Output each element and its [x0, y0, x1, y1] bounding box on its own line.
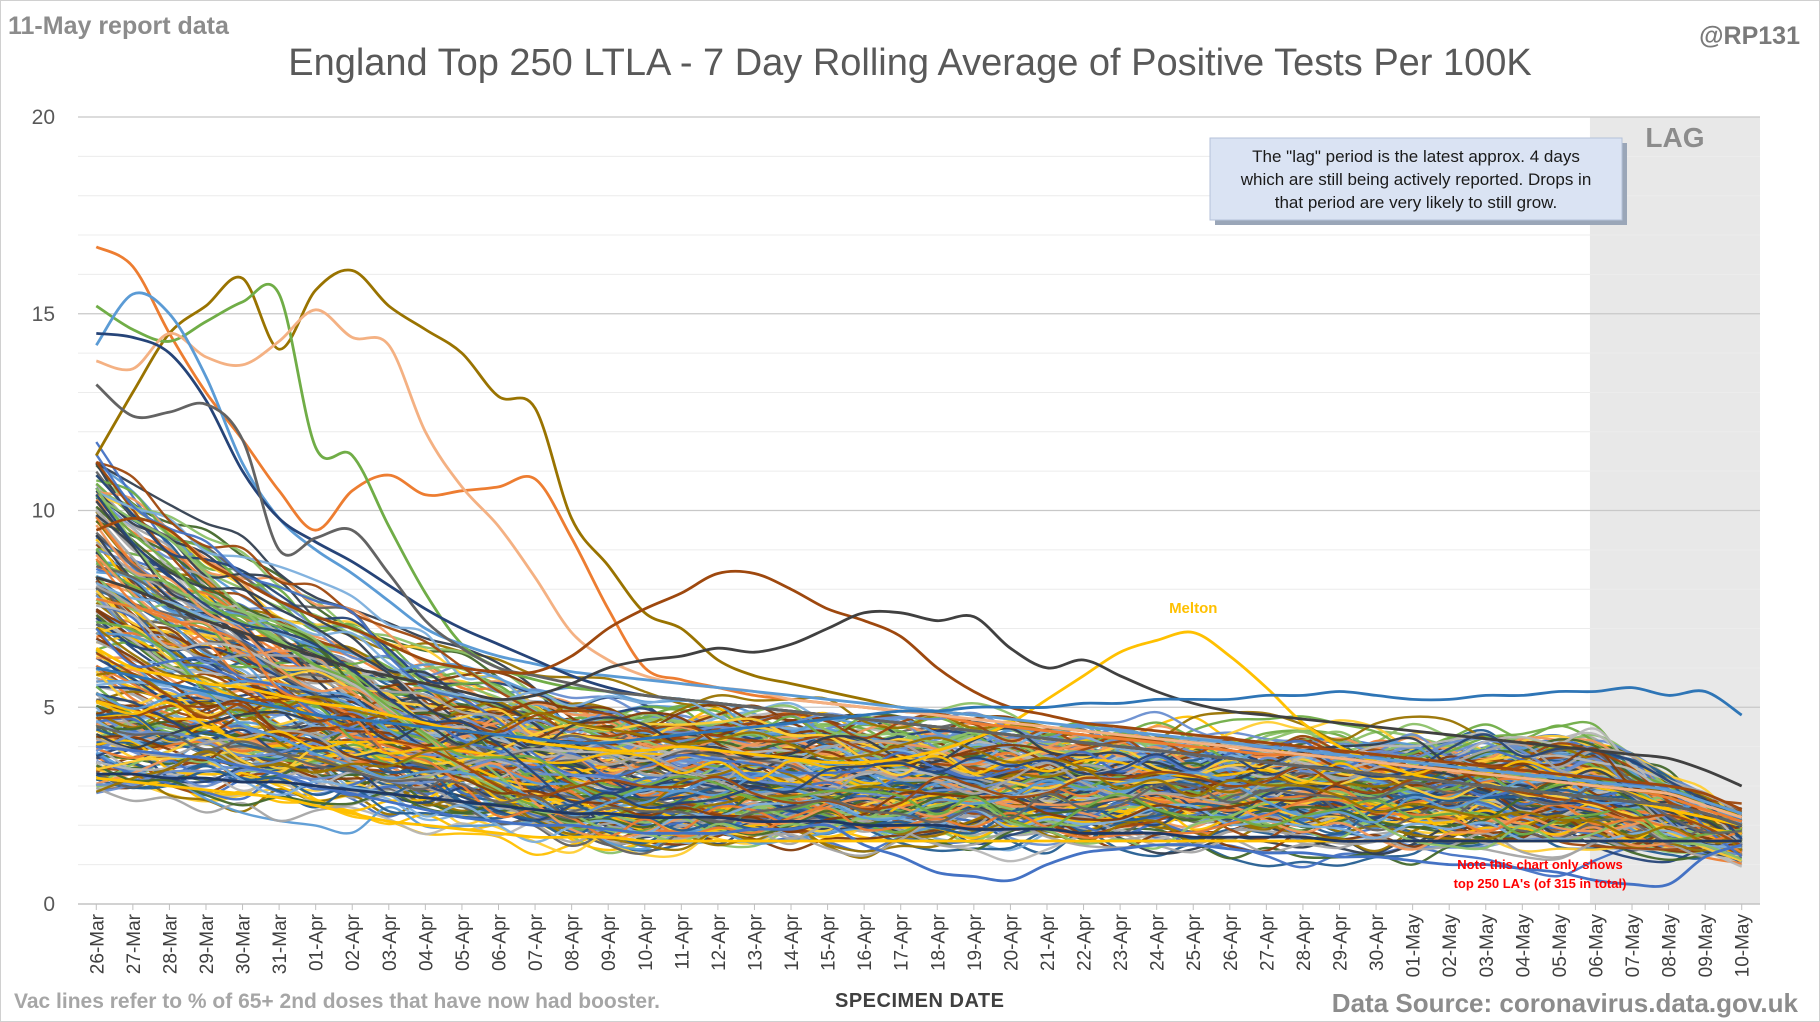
ltla-line: [95, 558, 1743, 843]
series-line: [96, 666, 1743, 745]
x-tick-label: 06-Apr: [490, 913, 511, 971]
lag-note-box: [1209, 137, 1623, 221]
x-tick-label: 15-Apr: [819, 913, 840, 971]
ltla-line: [95, 637, 1743, 834]
series-line: [95, 576, 1743, 788]
series-line: [95, 291, 1743, 815]
x-tick-label: 07-May: [1623, 914, 1644, 978]
x-tick-label: 26-Apr: [1221, 913, 1242, 971]
ltla-line: [95, 652, 1743, 847]
ltla-line: [95, 691, 1743, 826]
series-line: [96, 772, 1742, 843]
x-tick-label: 27-Apr: [1257, 913, 1278, 971]
report-date-note: 11-May report data: [8, 12, 229, 40]
ltla-line: [95, 524, 1743, 851]
series-line: [95, 516, 1743, 811]
y-tick-label: 10: [32, 500, 55, 523]
chart-title: England Top 250 LTLA - 7 Day Rolling Ave…: [288, 42, 1532, 84]
lag-label: LAG: [1645, 122, 1704, 153]
data-source: Data Source: coronavirus.data.gov.uk: [1331, 988, 1798, 1018]
x-tick-label: 04-May: [1513, 914, 1534, 978]
x-tick-label: 14-Apr: [782, 913, 803, 971]
x-tick-label: 27-Mar: [124, 913, 145, 974]
lag-note-line: that period are very likely to still gro…: [1275, 193, 1558, 212]
x-tick-label: 12-Apr: [709, 913, 730, 971]
x-tick-label: 23-Apr: [1111, 913, 1132, 971]
author-handle: @RP131: [1699, 22, 1800, 50]
melton-label: Melton: [1169, 600, 1217, 617]
series-line: [95, 383, 1743, 827]
x-tick-label: 25-Apr: [1184, 913, 1205, 971]
lag-note-line: The "lag" period is the latest approx. 4…: [1252, 147, 1580, 166]
ltla-line: [95, 711, 1742, 844]
x-axis-label: SPECIMEN DATE: [835, 990, 1005, 1012]
x-tick-label: 30-Apr: [1367, 913, 1388, 971]
x-tick-label: 07-Apr: [526, 913, 547, 971]
x-tick-label: 01-May: [1404, 914, 1425, 978]
x-tick-label: 08-May: [1660, 914, 1681, 978]
x-tick-label: 03-Apr: [380, 913, 401, 971]
x-tick-label: 11-Apr: [672, 913, 693, 969]
x-tick-label: 09-May: [1696, 914, 1717, 978]
x-tick-label: 28-Apr: [1294, 913, 1315, 971]
x-tick-label: 22-Apr: [1075, 913, 1096, 971]
x-tick-label: 05-May: [1550, 914, 1571, 978]
x-tick-label: 29-Apr: [1331, 913, 1352, 971]
x-tick-label: 08-Apr: [563, 913, 584, 971]
ltla-line: [95, 493, 1743, 840]
x-tick-label: 17-Apr: [892, 913, 913, 971]
x-tick-label: 04-Apr: [416, 913, 437, 971]
x-tick-label: 18-Apr: [928, 913, 949, 971]
x-tick-label: 31-Mar: [270, 913, 291, 974]
coverage-note-line1: Note this chart only shows: [1457, 857, 1622, 872]
x-tick-label: 24-Apr: [1148, 913, 1169, 971]
y-tick-label: 15: [32, 303, 55, 326]
x-tick-label: 06-May: [1586, 914, 1607, 978]
ltla-line: [96, 724, 1742, 835]
coverage-note-line2: top 250 LA's (of 315 in total): [1454, 876, 1627, 891]
x-tick-label: 09-Apr: [599, 913, 620, 971]
x-tick-label: 21-Apr: [1038, 913, 1059, 971]
ltla-line: [95, 494, 1742, 841]
x-tick-label: 02-Apr: [343, 913, 364, 971]
x-tick-label: 03-May: [1477, 914, 1498, 978]
x-tick-label: 16-Apr: [855, 913, 876, 971]
y-tick-label: 20: [32, 106, 55, 129]
ltla-line: [95, 616, 1742, 825]
x-tick-label: 29-Mar: [197, 913, 218, 974]
x-tick-label: 19-Apr: [965, 913, 986, 971]
x-tick-label: 05-Apr: [453, 913, 474, 971]
x-tick-label: 20-Apr: [1001, 913, 1022, 971]
vac-note: Vac lines refer to % of 65+ 2nd doses th…: [14, 990, 660, 1013]
background-series-lines: [95, 441, 1743, 878]
x-tick-label: 10-May: [1733, 914, 1754, 978]
series-line: [96, 745, 1743, 888]
y-tick-label: 0: [43, 893, 55, 916]
ltla-line: [95, 694, 1743, 856]
x-tick-label: 10-Apr: [636, 913, 657, 971]
x-tick-label: 02-May: [1440, 914, 1461, 978]
x-tick-label: 28-Mar: [160, 913, 181, 974]
x-tick-label: 30-Mar: [234, 913, 255, 974]
lag-note-line: which are still being actively reported.…: [1240, 170, 1592, 189]
y-tick-label: 5: [43, 696, 55, 719]
x-tick-label: 26-Mar: [87, 913, 108, 974]
x-tick-label: 01-Apr: [307, 913, 328, 971]
x-tick-label: 13-Apr: [745, 913, 766, 971]
